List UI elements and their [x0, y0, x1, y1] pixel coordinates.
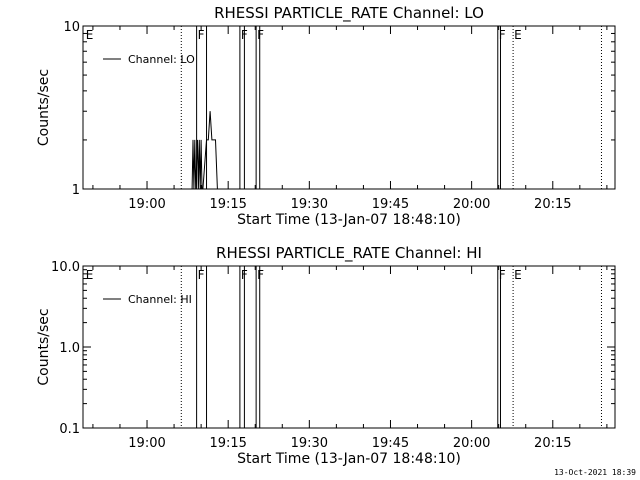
y-tick-label: 10.0: [51, 260, 80, 275]
y-axis-label: Counts/sec: [36, 308, 52, 385]
x-tick-label: 19:30: [291, 436, 328, 451]
y-tick-label: 1.0: [59, 341, 80, 356]
y-tick-label: 1: [72, 183, 80, 198]
plot-frame: [82, 25, 616, 190]
event-flag: E: [514, 268, 522, 282]
x-tick-label: 19:15: [209, 436, 246, 451]
plot-frame: [82, 265, 616, 429]
x-tick-label: 19:30: [291, 197, 328, 212]
timestamp: 13-Oct-2021 18:39: [554, 468, 636, 477]
series-line: [191, 111, 218, 190]
x-tick-label: 20:00: [453, 197, 490, 212]
x-tick-label: 19:15: [209, 197, 246, 212]
y-axis-label: Counts/sec: [36, 69, 52, 146]
event-flag: F: [257, 28, 264, 42]
event-flag: F: [198, 28, 205, 42]
event-flag: F: [198, 268, 205, 282]
y-tick-label: 10: [63, 20, 80, 35]
event-flag: F: [499, 28, 506, 42]
event-flag: F: [499, 268, 506, 282]
x-tick-label: 19:00: [128, 197, 165, 212]
event-flag: F: [257, 268, 264, 282]
event-flag: E: [86, 28, 94, 42]
chart-title: RHESSI PARTICLE_RATE Channel: LO: [214, 4, 484, 23]
chart-title: RHESSI PARTICLE_RATE Channel: HI: [216, 244, 482, 263]
legend-label: Channel: LO: [128, 53, 195, 66]
x-axis-label: Start Time (13-Jan-07 18:48:10): [237, 451, 461, 467]
x-axis-label: Start Time (13-Jan-07 18:48:10): [237, 212, 461, 228]
x-tick-label: 20:15: [534, 197, 571, 212]
event-flag: E: [514, 28, 522, 42]
x-tick-label: 19:45: [372, 197, 409, 212]
event-flag: E: [86, 268, 94, 282]
x-tick-label: 20:15: [534, 436, 571, 451]
x-tick-label: 20:00: [453, 436, 490, 451]
x-tick-label: 19:45: [372, 436, 409, 451]
legend-label: Channel: HI: [128, 293, 192, 306]
x-tick-label: 19:00: [128, 436, 165, 451]
y-tick-label: 0.1: [59, 422, 80, 437]
